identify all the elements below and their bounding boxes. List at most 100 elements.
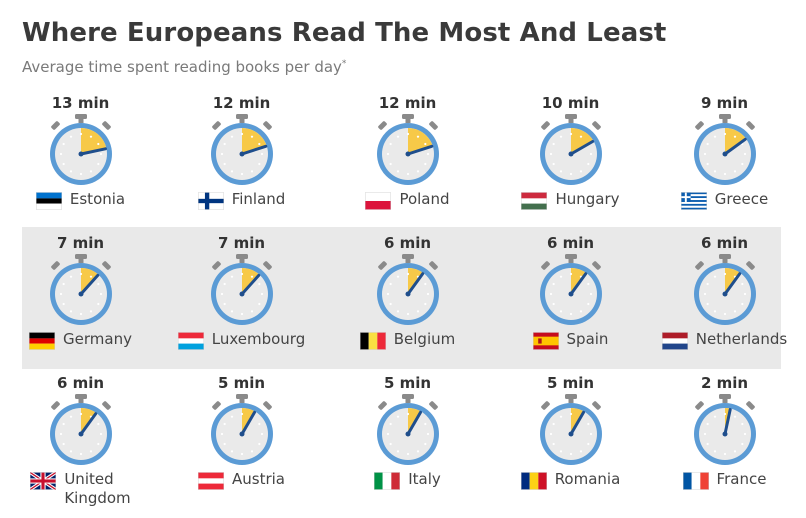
country-label: Estonia <box>0 190 161 214</box>
minutes-label: 6 min <box>56 374 105 392</box>
minutes-label: 9 min <box>700 94 749 112</box>
stopwatch-mark <box>377 114 439 185</box>
minutes-label: 6 min <box>546 234 595 252</box>
stopwatch-icon <box>689 112 761 186</box>
stopwatch-mark <box>211 394 273 465</box>
stopwatch-icon <box>372 252 444 326</box>
stopwatch-mark <box>540 114 602 185</box>
stopwatch-icon <box>535 112 607 186</box>
flag-icon <box>177 332 204 350</box>
chart-subtitle: Average time spent reading books per day… <box>22 58 347 76</box>
country-name: Hungary <box>555 190 620 208</box>
country-name: Poland <box>399 190 450 208</box>
country-name: France <box>716 470 767 488</box>
minutes-label: 7 min <box>56 234 105 252</box>
stopwatch-hand <box>240 144 268 156</box>
country-name: Austria <box>232 470 285 488</box>
country-label: Spain <box>490 330 651 354</box>
footnote-mark: * <box>341 59 347 69</box>
stopwatch-mark <box>540 254 602 325</box>
stopwatch-icon <box>45 252 117 326</box>
stopwatch-mark <box>211 114 273 185</box>
country-name: Finland <box>231 190 286 208</box>
country-label: France <box>644 470 805 494</box>
minutes-label: 13 min <box>51 94 110 112</box>
flag-icon <box>365 192 392 210</box>
minutes-label: 6 min <box>383 234 432 252</box>
stopwatch-icon <box>689 252 761 326</box>
country-name: Spain <box>566 330 609 348</box>
country-label: Poland <box>327 190 488 214</box>
stopwatch-mark <box>50 254 112 325</box>
stopwatch-hand <box>79 273 100 296</box>
minutes-label: 10 min <box>541 94 600 112</box>
country-label: Romania <box>490 470 651 494</box>
stopwatch-hand <box>406 272 425 296</box>
stopwatch-hand <box>240 410 256 436</box>
country-name: Germany <box>63 330 132 348</box>
stopwatch-hand <box>406 144 434 156</box>
country-name: Belgium <box>393 330 456 348</box>
stopwatch-mark <box>50 114 112 185</box>
minutes-wedge <box>81 128 107 154</box>
flag-icon <box>661 332 688 350</box>
country-name: Netherlands <box>695 330 788 348</box>
flag-icon <box>374 472 401 490</box>
country-label: Hungary <box>490 190 651 214</box>
stopwatch-icon <box>45 392 117 466</box>
stopwatch-hand <box>569 410 585 436</box>
minutes-label: 12 min <box>378 94 437 112</box>
country-name: Luxembourg <box>211 330 306 348</box>
stopwatch-icon <box>372 392 444 466</box>
country-name: Romania <box>554 470 621 488</box>
stopwatch-mark <box>540 394 602 465</box>
stopwatch-icon <box>535 392 607 466</box>
flag-icon <box>35 192 62 210</box>
stopwatch-hand <box>406 410 422 436</box>
stopwatch-icon <box>206 252 278 326</box>
country-name: United Kingdom <box>64 470 131 507</box>
country-label: Austria <box>161 470 322 494</box>
stopwatch-mark <box>694 114 756 185</box>
minutes-label: 5 min <box>383 374 432 392</box>
minutes-label: 7 min <box>217 234 266 252</box>
stopwatch-hand <box>723 272 742 296</box>
country-label: Luxembourg <box>161 330 322 354</box>
country-name: Greece <box>714 190 769 208</box>
stopwatch-icon <box>535 252 607 326</box>
country-label: Finland <box>161 190 322 214</box>
flag-icon <box>198 472 224 490</box>
stopwatch-mark <box>377 394 439 465</box>
stopwatch-mark <box>50 394 112 465</box>
minutes-label: 6 min <box>700 234 749 252</box>
stopwatch-icon <box>206 112 278 186</box>
flag-icon <box>197 192 224 210</box>
stopwatch-mark <box>377 254 439 325</box>
flag-icon <box>29 332 56 350</box>
minutes-wedge <box>571 128 594 154</box>
stopwatch-hand <box>569 140 595 156</box>
stopwatch-hand <box>240 273 261 296</box>
stopwatch-hand <box>79 147 107 156</box>
flag-icon <box>680 192 707 210</box>
minutes-label: 5 min <box>546 374 595 392</box>
stopwatch-icon <box>372 112 444 186</box>
country-label: United Kingdom <box>0 470 161 508</box>
flag-icon <box>682 472 709 490</box>
minutes-label: 12 min <box>212 94 271 112</box>
stopwatch-hand <box>569 272 588 296</box>
flag-icon <box>532 332 559 350</box>
flag-icon <box>29 470 58 492</box>
flag-icon <box>521 192 548 210</box>
flag-icon <box>520 472 547 490</box>
stopwatch-mark <box>694 254 756 325</box>
stopwatch-hand <box>79 412 98 436</box>
minutes-wedge <box>725 128 747 154</box>
country-label: Italy <box>327 470 488 494</box>
country-name: Italy <box>408 470 441 488</box>
flag-icon <box>359 332 386 350</box>
country-label: Netherlands <box>644 330 805 354</box>
stopwatch-icon <box>45 112 117 186</box>
stopwatch-mark <box>694 394 756 465</box>
